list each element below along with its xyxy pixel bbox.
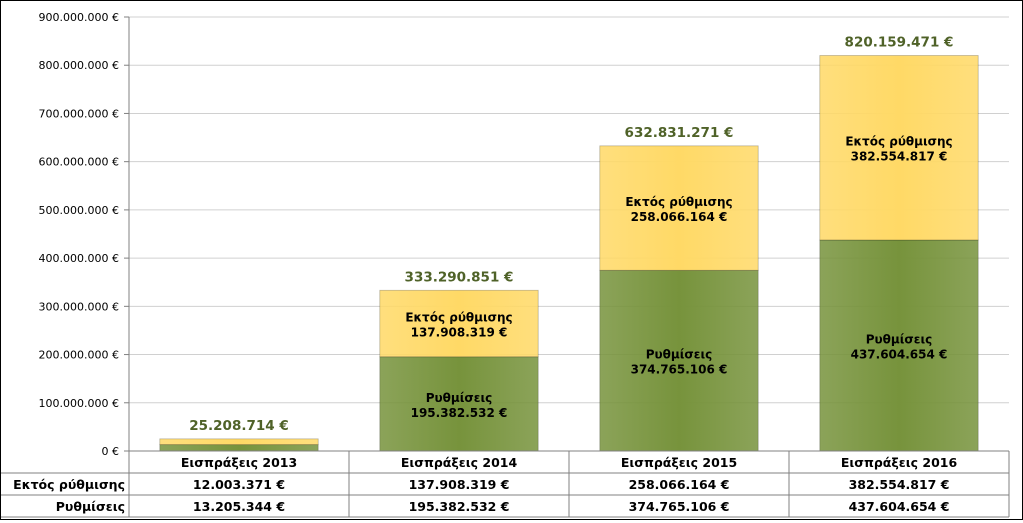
legend-row: Εκτός ρύθμισης	[13, 477, 125, 492]
bar-rythmiseis	[379, 356, 539, 452]
segment-series-label: Ρυθμίσεις	[646, 348, 712, 362]
bar-ektos-rythmisis	[599, 145, 759, 271]
bar-ektos-rythmisis	[159, 438, 319, 446]
y-tick-label: 900.000.000 €	[39, 11, 119, 24]
y-tick-label: 500.000.000 €	[39, 204, 119, 217]
segment-series-label: Ρυθμίσεις	[426, 391, 492, 405]
total-label: 632.831.271 €	[625, 125, 734, 141]
y-tick-label: 200.000.000 €	[39, 349, 119, 362]
table-cell: 437.604.654 €	[849, 499, 950, 514]
y-tick-label: 800.000.000 €	[39, 59, 119, 72]
table-cell: 374.765.106 €	[629, 499, 730, 514]
segment-series-label: Εκτός ρύθμισης	[625, 195, 732, 209]
y-tick-label: 300.000.000 €	[39, 300, 119, 313]
segment-value-label: 258.066.164 €	[631, 210, 728, 224]
x-category-label: Εισπράξεις 2015	[621, 455, 737, 470]
table-cell: 258.066.164 €	[629, 477, 730, 492]
bar-ektos-rythmisis	[379, 289, 539, 358]
segment-value-label: 437.604.654 €	[851, 347, 948, 361]
segment-series-label: Εκτός ρύθμισης	[405, 311, 512, 325]
total-label: 333.290.851 €	[405, 269, 514, 285]
table-row-label: Ρυθμίσεις	[56, 499, 125, 514]
x-category-label: Εισπράξεις 2013	[181, 455, 297, 470]
table-cell: 13.205.344 €	[193, 499, 285, 514]
table-row-label: Εκτός ρύθμισης	[13, 477, 125, 492]
table-cell: 137.908.319 €	[409, 477, 510, 492]
total-label: 820.159.471 €	[845, 35, 954, 51]
data-table: Εισπράξεις 2013 Εισπράξεις 2014 Εισπράξεις…	[1, 450, 1010, 518]
y-tick-label: 600.000.000 €	[39, 156, 119, 169]
bar-rythmiseis	[159, 444, 319, 452]
bar-rythmiseis	[599, 269, 759, 452]
y-tick-label: 400.000.000 €	[39, 252, 119, 265]
table-cell: 195.382.532 €	[409, 499, 510, 514]
table-cell: 382.554.817 €	[849, 477, 950, 492]
segment-value-label: 374.765.106 €	[631, 363, 728, 377]
segment-value-label: 382.554.817 €	[851, 150, 948, 164]
y-tick-label: 100.000.000 €	[39, 397, 119, 410]
x-category-label: Εισπράξεις 2016	[841, 455, 958, 470]
bar-layer	[159, 55, 979, 452]
segment-value-label: 195.382.532 €	[411, 406, 508, 420]
table-cell: 12.003.371 €	[193, 477, 285, 492]
y-tick-label: 0 €	[102, 445, 120, 458]
segment-value-label: 137.908.319 €	[411, 326, 508, 340]
y-tick-label: 700.000.000 €	[39, 107, 119, 120]
segment-series-label: Εκτός ρύθμισης	[845, 135, 952, 149]
segment-series-label: Ρυθμίσεις	[866, 332, 932, 346]
bar-ektos-rythmisis	[819, 55, 979, 241]
total-label: 25.208.714 €	[189, 418, 289, 434]
legend-row: Ρυθμίσεις	[56, 499, 125, 514]
x-category-label: Εισπράξεις 2014	[401, 455, 518, 470]
